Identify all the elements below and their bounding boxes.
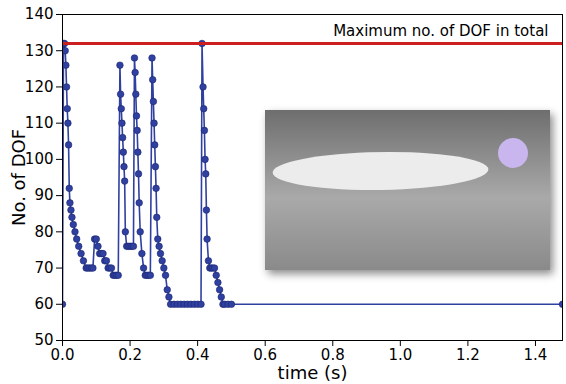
- svg-text:100: 100: [24, 150, 54, 169]
- svg-text:140: 140: [25, 5, 54, 23]
- svg-text:90: 90: [34, 186, 53, 204]
- svg-text:0.4: 0.4: [186, 346, 210, 364]
- svg-text:110: 110: [24, 114, 54, 132]
- svg-text:60: 60: [34, 295, 53, 313]
- svg-text:Maximum no. of DOF in total: Maximum no. of DOF in total: [333, 22, 548, 40]
- svg-text:120: 120: [25, 78, 54, 96]
- svg-text:70: 70: [34, 259, 53, 277]
- svg-text:80: 80: [34, 223, 53, 241]
- svg-text:No. of DOF: No. of DOF: [8, 129, 29, 226]
- svg-text:50: 50: [34, 331, 54, 350]
- svg-text:130: 130: [25, 42, 54, 60]
- svg-text:1.2: 1.2: [456, 346, 480, 364]
- svg-text:0.0: 0.0: [51, 346, 75, 364]
- svg-text:1.4: 1.4: [524, 346, 548, 364]
- svg-text:0.6: 0.6: [253, 346, 277, 364]
- svg-text:0.2: 0.2: [118, 346, 142, 364]
- svg-text:1.0: 1.0: [388, 346, 412, 364]
- svg-text:time (s): time (s): [278, 362, 348, 383]
- svg-text:0.8: 0.8: [320, 346, 345, 365]
